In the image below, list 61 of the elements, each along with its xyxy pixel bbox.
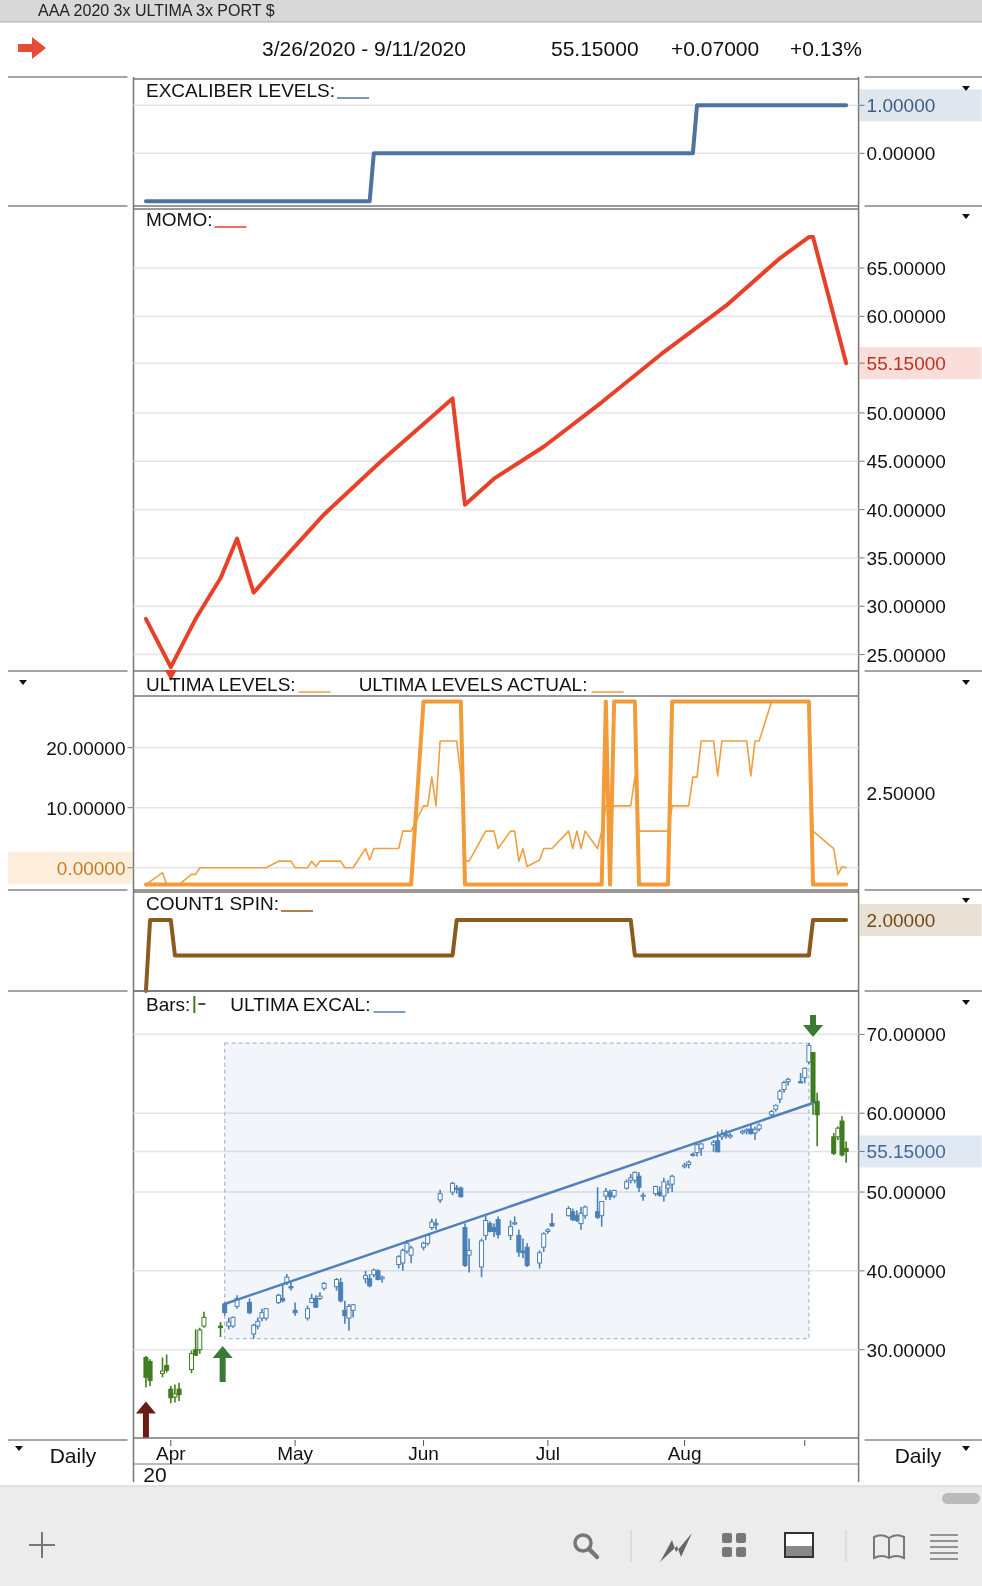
legend-label: Bars: bbox=[146, 994, 191, 1015]
y-tick-label: 55.15000 bbox=[866, 1141, 946, 1163]
x-tick-label: Aug bbox=[667, 1443, 702, 1464]
candlestick bbox=[292, 1301, 298, 1317]
candlestick bbox=[197, 1326, 203, 1355]
legend-label: ULTIMA LEVELS: bbox=[146, 674, 296, 695]
text: +0.07000 bbox=[671, 37, 760, 60]
candlestick bbox=[160, 1356, 165, 1379]
candlestick bbox=[164, 1353, 170, 1374]
text: +0.13% bbox=[790, 37, 862, 60]
text: 55.15000 bbox=[551, 37, 639, 60]
legend-label: COUNT1 SPIN: bbox=[146, 893, 280, 914]
x-tick-label: Apr bbox=[156, 1443, 187, 1464]
y-tick-label: 1.00000 bbox=[866, 95, 936, 117]
text: 20 bbox=[143, 1463, 167, 1486]
y-tick-label: 25.00000 bbox=[866, 644, 946, 666]
y-tick-label: 0.00000 bbox=[56, 857, 126, 879]
y-tick-label: 55.15000 bbox=[866, 353, 946, 375]
candlestick bbox=[379, 1274, 385, 1284]
candlestick bbox=[176, 1382, 182, 1402]
y-tick-label: 45.00000 bbox=[866, 451, 946, 473]
y-tick-label: 60.00000 bbox=[866, 1103, 946, 1125]
chart-subtitle: 3/26/2020 - 9/11/2020 bbox=[262, 37, 466, 60]
y-tick-label: 60.00000 bbox=[866, 306, 946, 328]
candlestick bbox=[806, 1042, 812, 1066]
candlestick bbox=[189, 1349, 195, 1375]
y-tick-label: 50.00000 bbox=[866, 1182, 946, 1204]
chart-title: AAA 2020 3x ULTIMA 3x PORT $ bbox=[38, 2, 275, 19]
candlestick bbox=[537, 1249, 543, 1270]
candlestick bbox=[640, 1192, 646, 1202]
candlestick bbox=[508, 1219, 514, 1241]
legend-label: MOMO: bbox=[146, 209, 213, 230]
candlestick bbox=[147, 1358, 153, 1387]
candlestick bbox=[524, 1242, 530, 1268]
candlestick bbox=[549, 1212, 555, 1228]
y-tick-label: 0.00000 bbox=[866, 143, 936, 165]
text: 2.00000 bbox=[866, 910, 936, 931]
legend-label: ULTIMA EXCAL: bbox=[230, 994, 371, 1015]
x-tick-label: Jun bbox=[408, 1443, 439, 1464]
y-tick-label: 70.00000 bbox=[866, 1024, 946, 1046]
text: Daily bbox=[894, 1444, 942, 1467]
x-tick-label: Jul bbox=[535, 1443, 560, 1464]
y-tick-label: 30.00000 bbox=[866, 1339, 946, 1361]
x-tick-label: May bbox=[277, 1443, 314, 1464]
y-tick-label: 30.00000 bbox=[866, 596, 946, 618]
y-tick-label: 10.00000 bbox=[46, 797, 126, 819]
candlestick bbox=[288, 1281, 294, 1292]
legend-label: ULTIMA LEVELS ACTUAL: bbox=[358, 674, 588, 695]
y-tick-label: 40.00000 bbox=[866, 499, 946, 521]
candlestick bbox=[338, 1277, 344, 1304]
candlestick bbox=[516, 1229, 522, 1258]
y-tick-label: 20.00000 bbox=[46, 737, 126, 759]
y-tick-label: 35.00000 bbox=[866, 547, 946, 569]
text: Daily bbox=[49, 1444, 97, 1467]
y-tick-label: 40.00000 bbox=[866, 1260, 946, 1282]
line-series bbox=[143, 235, 849, 670]
y-tick-label: 65.00000 bbox=[866, 257, 946, 279]
candlestick bbox=[541, 1231, 547, 1253]
legend-label: EXCALIBER LEVELS: bbox=[146, 80, 336, 101]
y-tick-label: 50.00000 bbox=[866, 402, 946, 424]
text: 2.50000 bbox=[866, 783, 936, 804]
